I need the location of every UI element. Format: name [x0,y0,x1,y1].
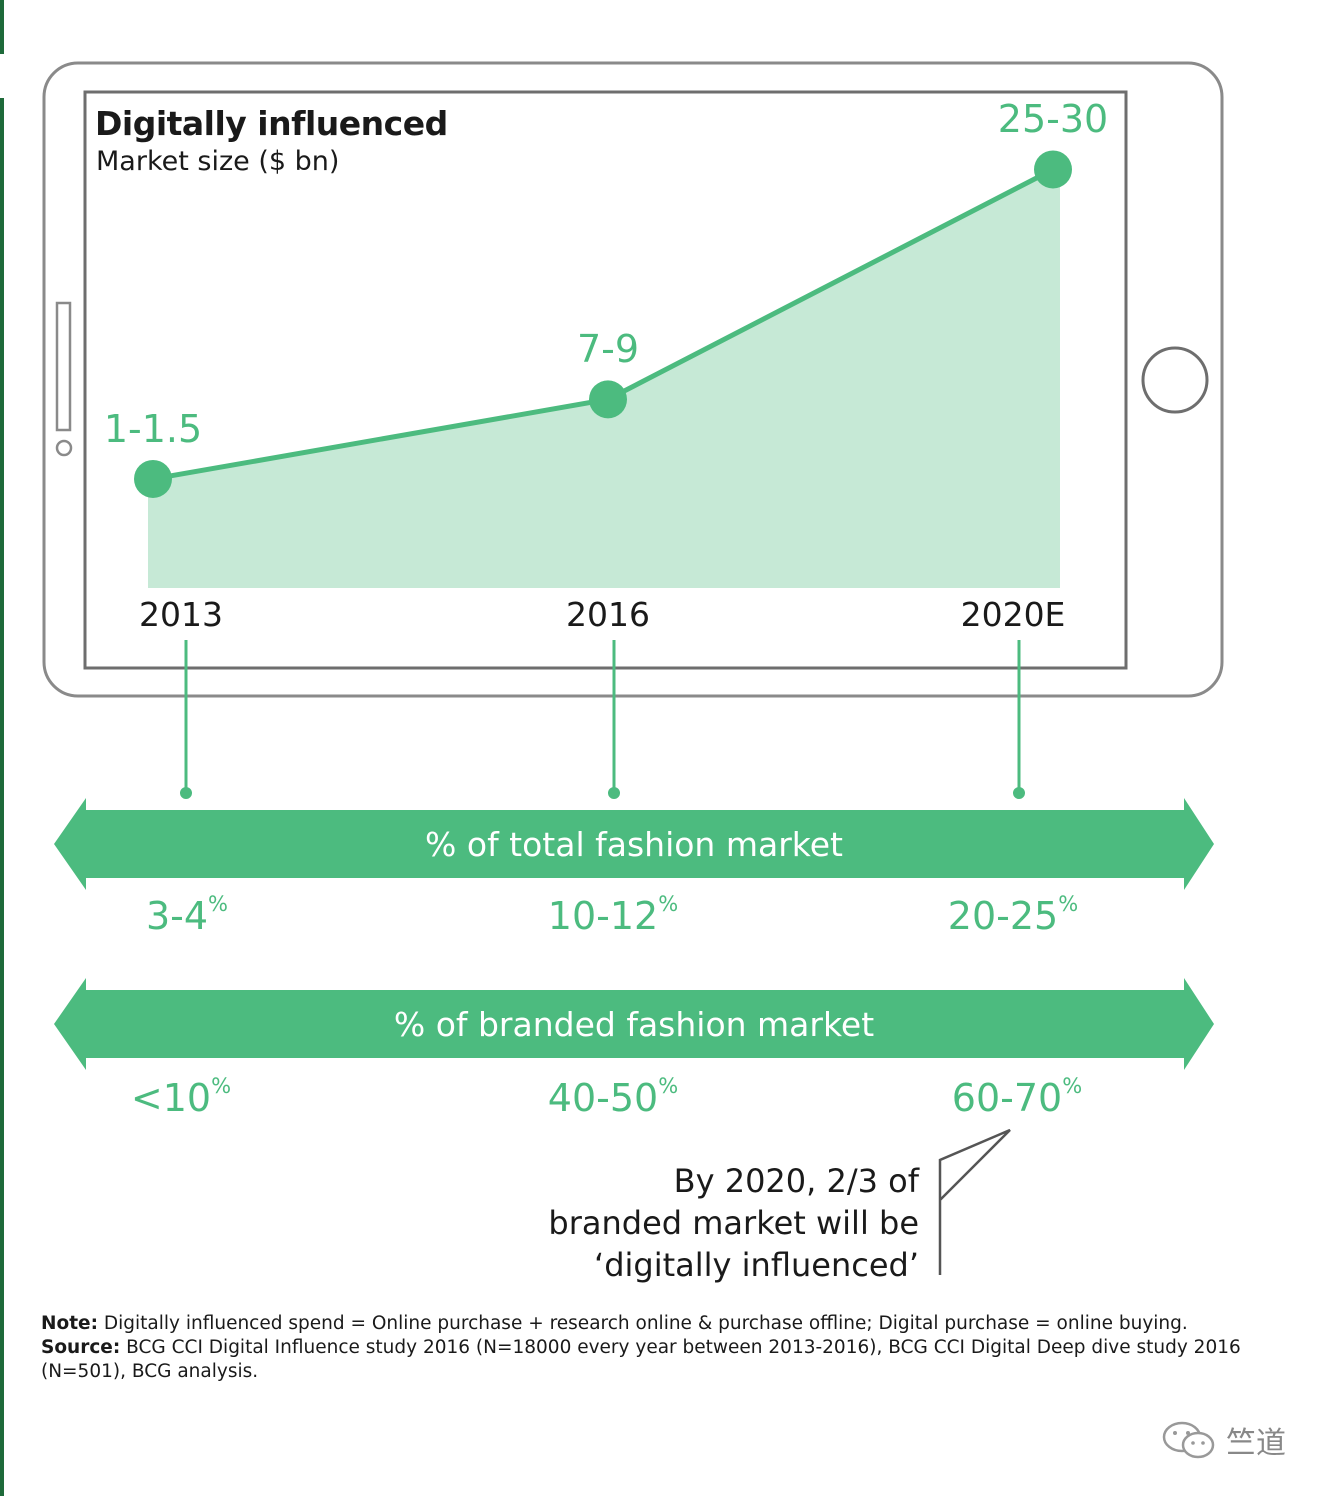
callout-line-3: ‘digitally influenced’ [594,1246,919,1284]
band-arrow-total [54,798,1214,890]
x-tick-2020e: 2020E [960,595,1066,634]
chart-title: Digitally influenced [95,104,448,143]
callout-line-2: branded market will be [548,1204,919,1242]
band-label-total: % of total fashion market [425,825,843,864]
x-tick-2016: 2016 [566,595,650,634]
edge-bar-bottom [0,98,4,1496]
footnotes: Note: Digitally influenced spend = Onlin… [41,1312,1241,1384]
callout-text: By 2020, 2/3 of branded market will be ‘… [548,1160,919,1286]
callout-pointer [938,1128,1011,1275]
data-point-2013[interactable] [134,459,172,498]
x-tick-2013: 2013 [139,595,223,634]
value-label-2013: 1-1.5 [103,406,203,451]
connector-dot-2020e [1013,787,1025,799]
area-fill [148,169,1060,588]
connector-dot-2016 [608,787,620,799]
source-line: Source: BCG CCI Digital Influence study … [41,1337,1241,1382]
value-label-2016: 7-9 [576,327,640,372]
wechat-icon [1162,1421,1215,1459]
data-point-2016[interactable] [589,380,627,419]
pct-branded-2016: 40-50% [547,1074,679,1120]
tablet-side-button-icon [55,301,72,432]
band-arrow-branded [54,978,1214,1070]
pct-branded-2013: <10% [130,1074,232,1120]
data-point-2020e[interactable] [1034,150,1072,189]
watermark-text: 竺道 [1226,1426,1286,1461]
value-label-2020e: 25-30 [997,97,1109,142]
chart-subtitle: Market size ($ bn) [96,146,340,177]
note-line: Note: Digitally influenced spend = Onlin… [41,1313,1188,1334]
tablet-frame-icon [42,61,1224,698]
connector-dot-2013 [180,787,192,799]
band-label-branded: % of branded fashion market [393,1005,875,1044]
edge-bar-top [0,0,4,54]
tablet-camera-icon [55,439,73,457]
pct-total-2016: 10-12% [547,892,679,938]
tablet-home-button-icon [1141,346,1209,414]
pct-total-2013: 3-4% [145,892,229,938]
watermark: 竺道 [1160,1418,1286,1462]
pct-total-2020e: 20-25% [947,892,1079,938]
callout-line-1: By 2020, 2/3 of [673,1162,919,1200]
tablet-screen [83,90,1128,670]
pct-branded-2020e: 60-70% [951,1074,1083,1120]
